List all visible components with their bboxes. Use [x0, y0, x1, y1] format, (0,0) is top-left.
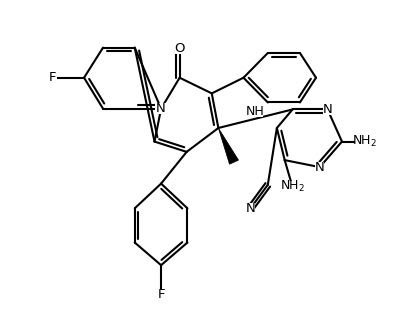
Bar — [283, 181, 302, 193]
Text: N: N — [315, 161, 325, 173]
Text: F: F — [157, 288, 165, 300]
Text: N: N — [246, 202, 255, 215]
Bar — [248, 106, 263, 117]
Text: N: N — [156, 102, 166, 115]
Bar — [323, 104, 332, 115]
Bar — [175, 44, 184, 54]
Bar — [315, 162, 324, 172]
Polygon shape — [218, 128, 239, 164]
Bar — [157, 289, 165, 299]
Text: O: O — [174, 42, 185, 56]
Text: NH: NH — [246, 105, 265, 118]
Text: NH$_2$: NH$_2$ — [280, 179, 305, 194]
Bar — [155, 103, 167, 115]
Bar — [49, 73, 57, 83]
Text: N: N — [323, 103, 332, 116]
Text: NH$_2$: NH$_2$ — [352, 134, 377, 149]
Bar — [355, 136, 374, 147]
Text: F: F — [49, 71, 56, 84]
Bar — [246, 203, 255, 213]
